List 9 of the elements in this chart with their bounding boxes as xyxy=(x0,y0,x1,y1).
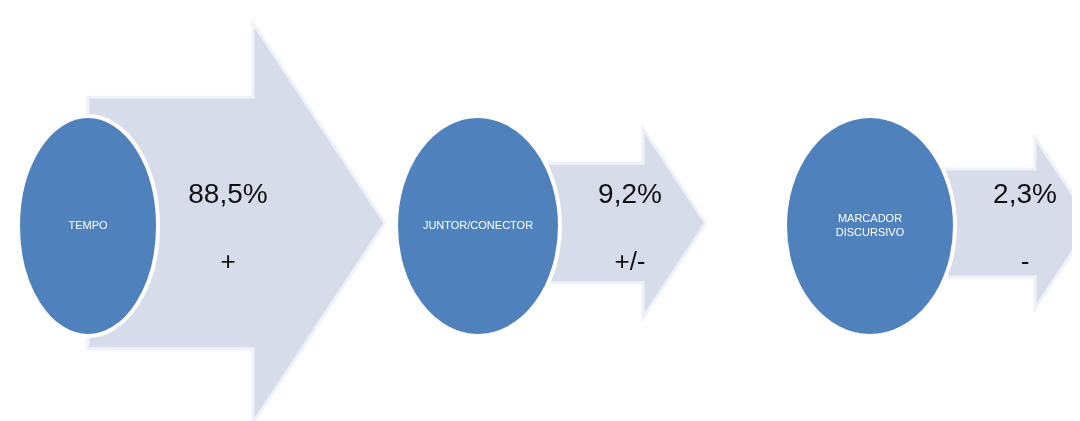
category-label: TEMPO xyxy=(68,218,108,231)
text: - xyxy=(1020,246,1030,276)
category-label: MARCADOR DISCURSIVO xyxy=(835,211,905,238)
text: + xyxy=(220,246,236,276)
category-label: JUNTOR/CONECTOR xyxy=(422,218,534,231)
data-label: 2,3% xyxy=(993,178,1057,209)
text: +/- xyxy=(614,246,646,276)
data-label: 88,5% xyxy=(188,178,268,209)
data-label: 9,2% xyxy=(598,178,662,209)
